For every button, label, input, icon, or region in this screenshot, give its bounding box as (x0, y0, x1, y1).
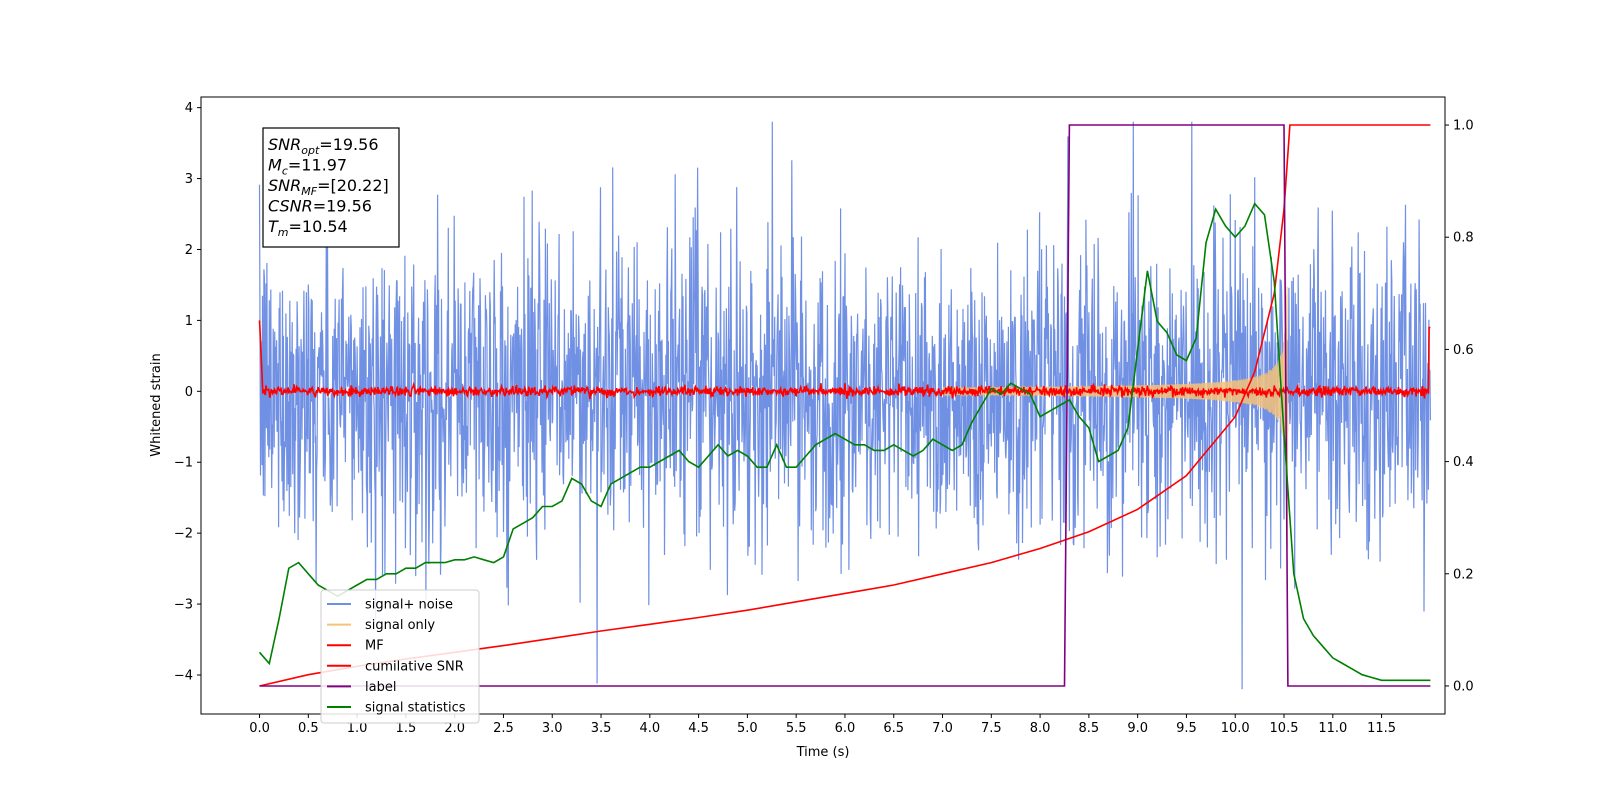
x-tick-label: 9.5 (1176, 721, 1197, 736)
x-tick-label: 9.0 (1127, 721, 1148, 736)
legend-label: signal statistics (365, 701, 466, 716)
series-signal-noise (258, 121, 1431, 690)
x-tick-label: 8.5 (1079, 721, 1100, 736)
y-left-tick-label: 3 (185, 172, 193, 187)
y-right-tick-label: 0.8 (1453, 231, 1474, 246)
plot-frame (200, 96, 1446, 715)
x-tick-label: 3.5 (591, 721, 612, 736)
y-left-tick-label: −2 (174, 527, 193, 542)
y-axis-left: 4 3 2 1 0 −1 −2 −3 −4 (174, 101, 201, 683)
x-tick-label: 7.5 (981, 721, 1002, 736)
y-left-tick-label: 2 (185, 243, 193, 258)
legend-label: signal+ noise (365, 598, 453, 613)
x-tick-label: 11.5 (1367, 721, 1396, 736)
x-tick-label: 8.0 (1030, 721, 1051, 736)
series-label (259, 124, 1431, 687)
y-left-tick-label: 4 (185, 101, 193, 116)
legend-label: label (365, 680, 396, 695)
legend-label: signal only (365, 618, 435, 633)
x-tick-label: 0.5 (298, 721, 319, 736)
info-box-line: SNRMF=[20.22] (268, 176, 389, 198)
x-tick-label: 4.5 (688, 721, 709, 736)
info-box-line: Tm=10.54 (268, 217, 348, 239)
x-tick-label: 0.0 (249, 721, 270, 736)
x-tick-label: 2.0 (444, 721, 465, 736)
x-tick-label: 5.0 (737, 721, 758, 736)
x-tick-label: 5.5 (786, 721, 807, 736)
x-tick-label: 2.5 (493, 721, 514, 736)
x-tick-label: 7.0 (932, 721, 953, 736)
x-tick-label: 10.5 (1270, 721, 1299, 736)
legend-label: MF (365, 639, 384, 654)
info-box-line: SNRopt=19.56 (268, 135, 379, 157)
legend-label: cumilative SNR (365, 659, 464, 674)
y-left-tick-label: −4 (174, 668, 193, 683)
info-box-line: Mc=11.97 (268, 156, 347, 178)
info-box-line: CSNR=19.56 (268, 197, 372, 216)
info-box: SNRopt=19.56Mc=11.97SNRMF=[20.22]CSNR=19… (262, 127, 400, 248)
y-left-tick-label: 0 (185, 385, 193, 400)
y-left-tick-label: −1 (174, 456, 193, 471)
series-signal-statistics (258, 202, 1431, 682)
y-axis-label: Whitened strain (149, 353, 164, 456)
x-axis: 0.0 0.5 1.0 1.5 2.0 2.5 3.0 3.5 4.0 4.5 5.0 5.5 6.0 6… (249, 714, 1396, 736)
y-axis-right: 1.0 0.8 0.6 0.4 0.2 0.0 (1445, 119, 1474, 694)
x-axis-label: Time (s) (796, 745, 850, 760)
series-mf (258, 320, 1431, 400)
legend-frame (320, 589, 480, 724)
x-tick-label: 1.5 (396, 721, 417, 736)
x-tick-label: 10.0 (1221, 721, 1250, 736)
y-left-tick-label: −3 (174, 598, 193, 613)
x-tick-label: 11.0 (1318, 721, 1347, 736)
x-tick-label: 4.0 (639, 721, 660, 736)
x-tick-label: 6.0 (835, 721, 856, 736)
x-tick-label: 6.5 (883, 721, 904, 736)
x-tick-label: 3.0 (542, 721, 563, 736)
y-left-tick-label: 1 (185, 314, 193, 329)
y-right-tick-label: 0.4 (1453, 455, 1474, 470)
info-box-frame (262, 127, 400, 248)
y-right-tick-label: 1.0 (1453, 119, 1474, 134)
y-right-tick-label: 0.0 (1453, 679, 1474, 694)
x-tick-label: 1.0 (347, 721, 368, 736)
legend: signal+ noise signal only MF cumilative SNR… (320, 589, 480, 724)
y-right-tick-label: 0.2 (1453, 567, 1474, 582)
y-right-tick-label: 0.6 (1453, 343, 1474, 358)
